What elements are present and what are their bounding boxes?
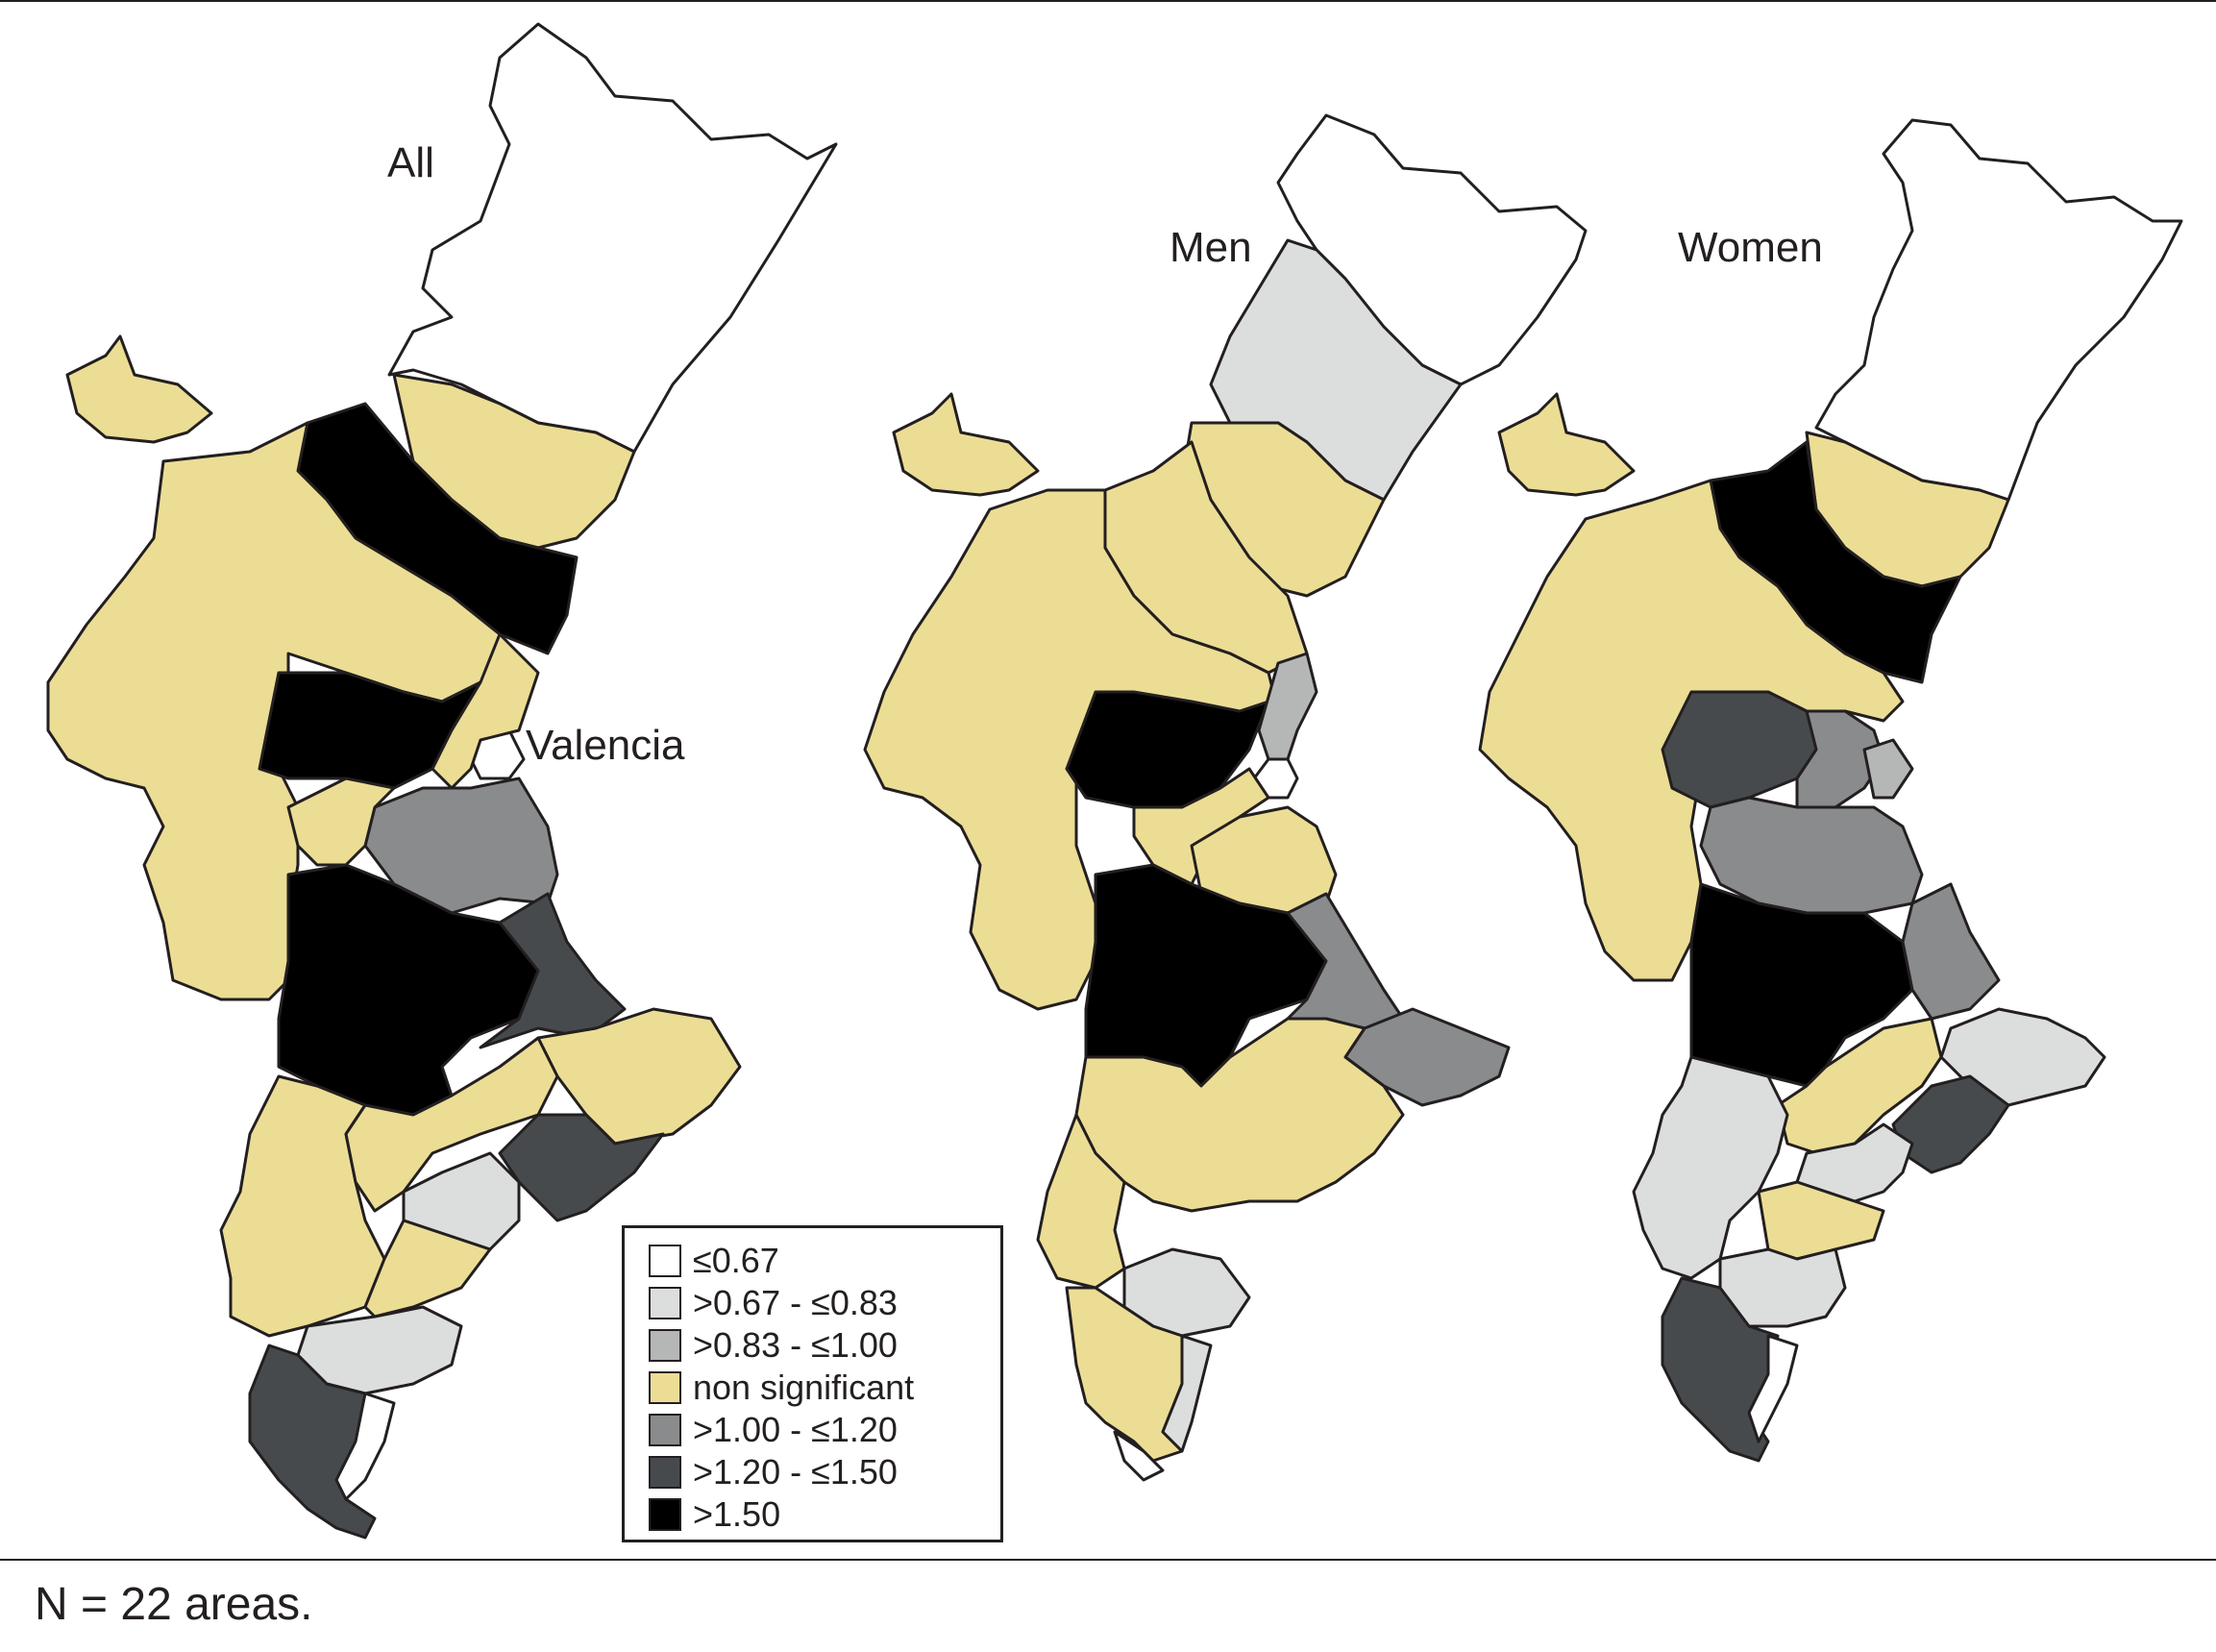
region-all-grey-1 [363, 777, 559, 915]
map-men [863, 113, 1588, 1482]
region-men-enclave [892, 392, 1040, 497]
legend-swatch [649, 1414, 681, 1446]
region-men-yellow-south [1074, 1017, 1405, 1213]
legend-label: >0.83 - ≤1.00 [693, 1325, 898, 1365]
map-all [46, 22, 838, 1540]
legend-swatch [649, 1287, 681, 1319]
region-men-north [1276, 113, 1588, 386]
region-all-yellow-low [363, 1219, 492, 1319]
region-women-grey-1 [1699, 796, 1924, 915]
region-all-coast-strip [431, 632, 540, 790]
region-all-black-south [277, 863, 540, 1117]
region-all-enclave [65, 334, 213, 444]
region-all-white-tip [334, 1392, 396, 1501]
region-men-lightgrey-coast [1257, 652, 1318, 761]
city-label-valencia: Valencia [526, 722, 685, 769]
legend-item: >0.83 - ≤1.00 [649, 1325, 898, 1365]
legend-item: non significant [649, 1368, 914, 1407]
legend-label: non significant [693, 1368, 915, 1407]
legend-label: >1.00 - ≤1.20 [693, 1410, 898, 1449]
legend-label: >1.50 [693, 1494, 781, 1534]
region-women-enclave [1497, 392, 1636, 497]
legend-item: >0.67 - ≤0.83 [649, 1283, 898, 1322]
region-men-lightgrey-bottom [1161, 1334, 1213, 1453]
top-rule [0, 0, 2216, 2]
region-all-yellow-mid [286, 777, 396, 867]
legend-swatch [649, 1456, 681, 1489]
region-women-white-tip [1747, 1334, 1799, 1443]
legend-swatch [649, 1329, 681, 1362]
region-women-black-south [1689, 882, 1914, 1088]
legend-label: ≤0.67 [693, 1241, 779, 1280]
region-men-white-tip [1113, 1430, 1165, 1482]
map-title-women: Women [1678, 224, 1823, 271]
region-women-lightgrey-small [1862, 738, 1914, 800]
region-women-lightgrey-sw [1632, 1055, 1789, 1280]
legend-item: >1.20 - ≤1.50 [649, 1452, 898, 1492]
region-men-black-south [1084, 863, 1328, 1088]
legend-swatch [649, 1498, 681, 1531]
region-men-black-center [1065, 690, 1270, 809]
map-legend: ≤0.67 >0.67 - ≤0.83 >0.83 - ≤1.00 non si… [622, 1225, 1003, 1542]
legend-label: >0.67 - ≤0.83 [693, 1283, 898, 1322]
legend-item: ≤0.67 [649, 1241, 779, 1280]
region-women-grey-strip [1795, 709, 1885, 809]
legend-label: >1.20 - ≤1.50 [693, 1452, 898, 1492]
map-women [1478, 118, 2183, 1463]
map-title-all: All [387, 139, 434, 186]
legend-swatch [649, 1371, 681, 1404]
legend-item: >1.00 - ≤1.20 [649, 1410, 898, 1449]
region-women-north [1814, 118, 2183, 502]
legend-swatch [649, 1245, 681, 1277]
region-all-darkgrey-se [498, 1113, 665, 1222]
bottom-rule [0, 1559, 2216, 1561]
footnote: N = 22 areas. [35, 1579, 313, 1630]
region-men-yellow-sw [1036, 1113, 1126, 1290]
legend-item: >1.50 [649, 1494, 781, 1534]
region-men-west [863, 488, 1280, 1011]
map-title-men: Men [1170, 224, 1252, 271]
region-women-grey-coast [1901, 882, 2001, 1021]
region-women-lightgrey-se [1939, 1007, 2106, 1107]
region-all-yellow-sm [344, 1036, 559, 1213]
region-all-yellow-se [536, 1007, 742, 1146]
